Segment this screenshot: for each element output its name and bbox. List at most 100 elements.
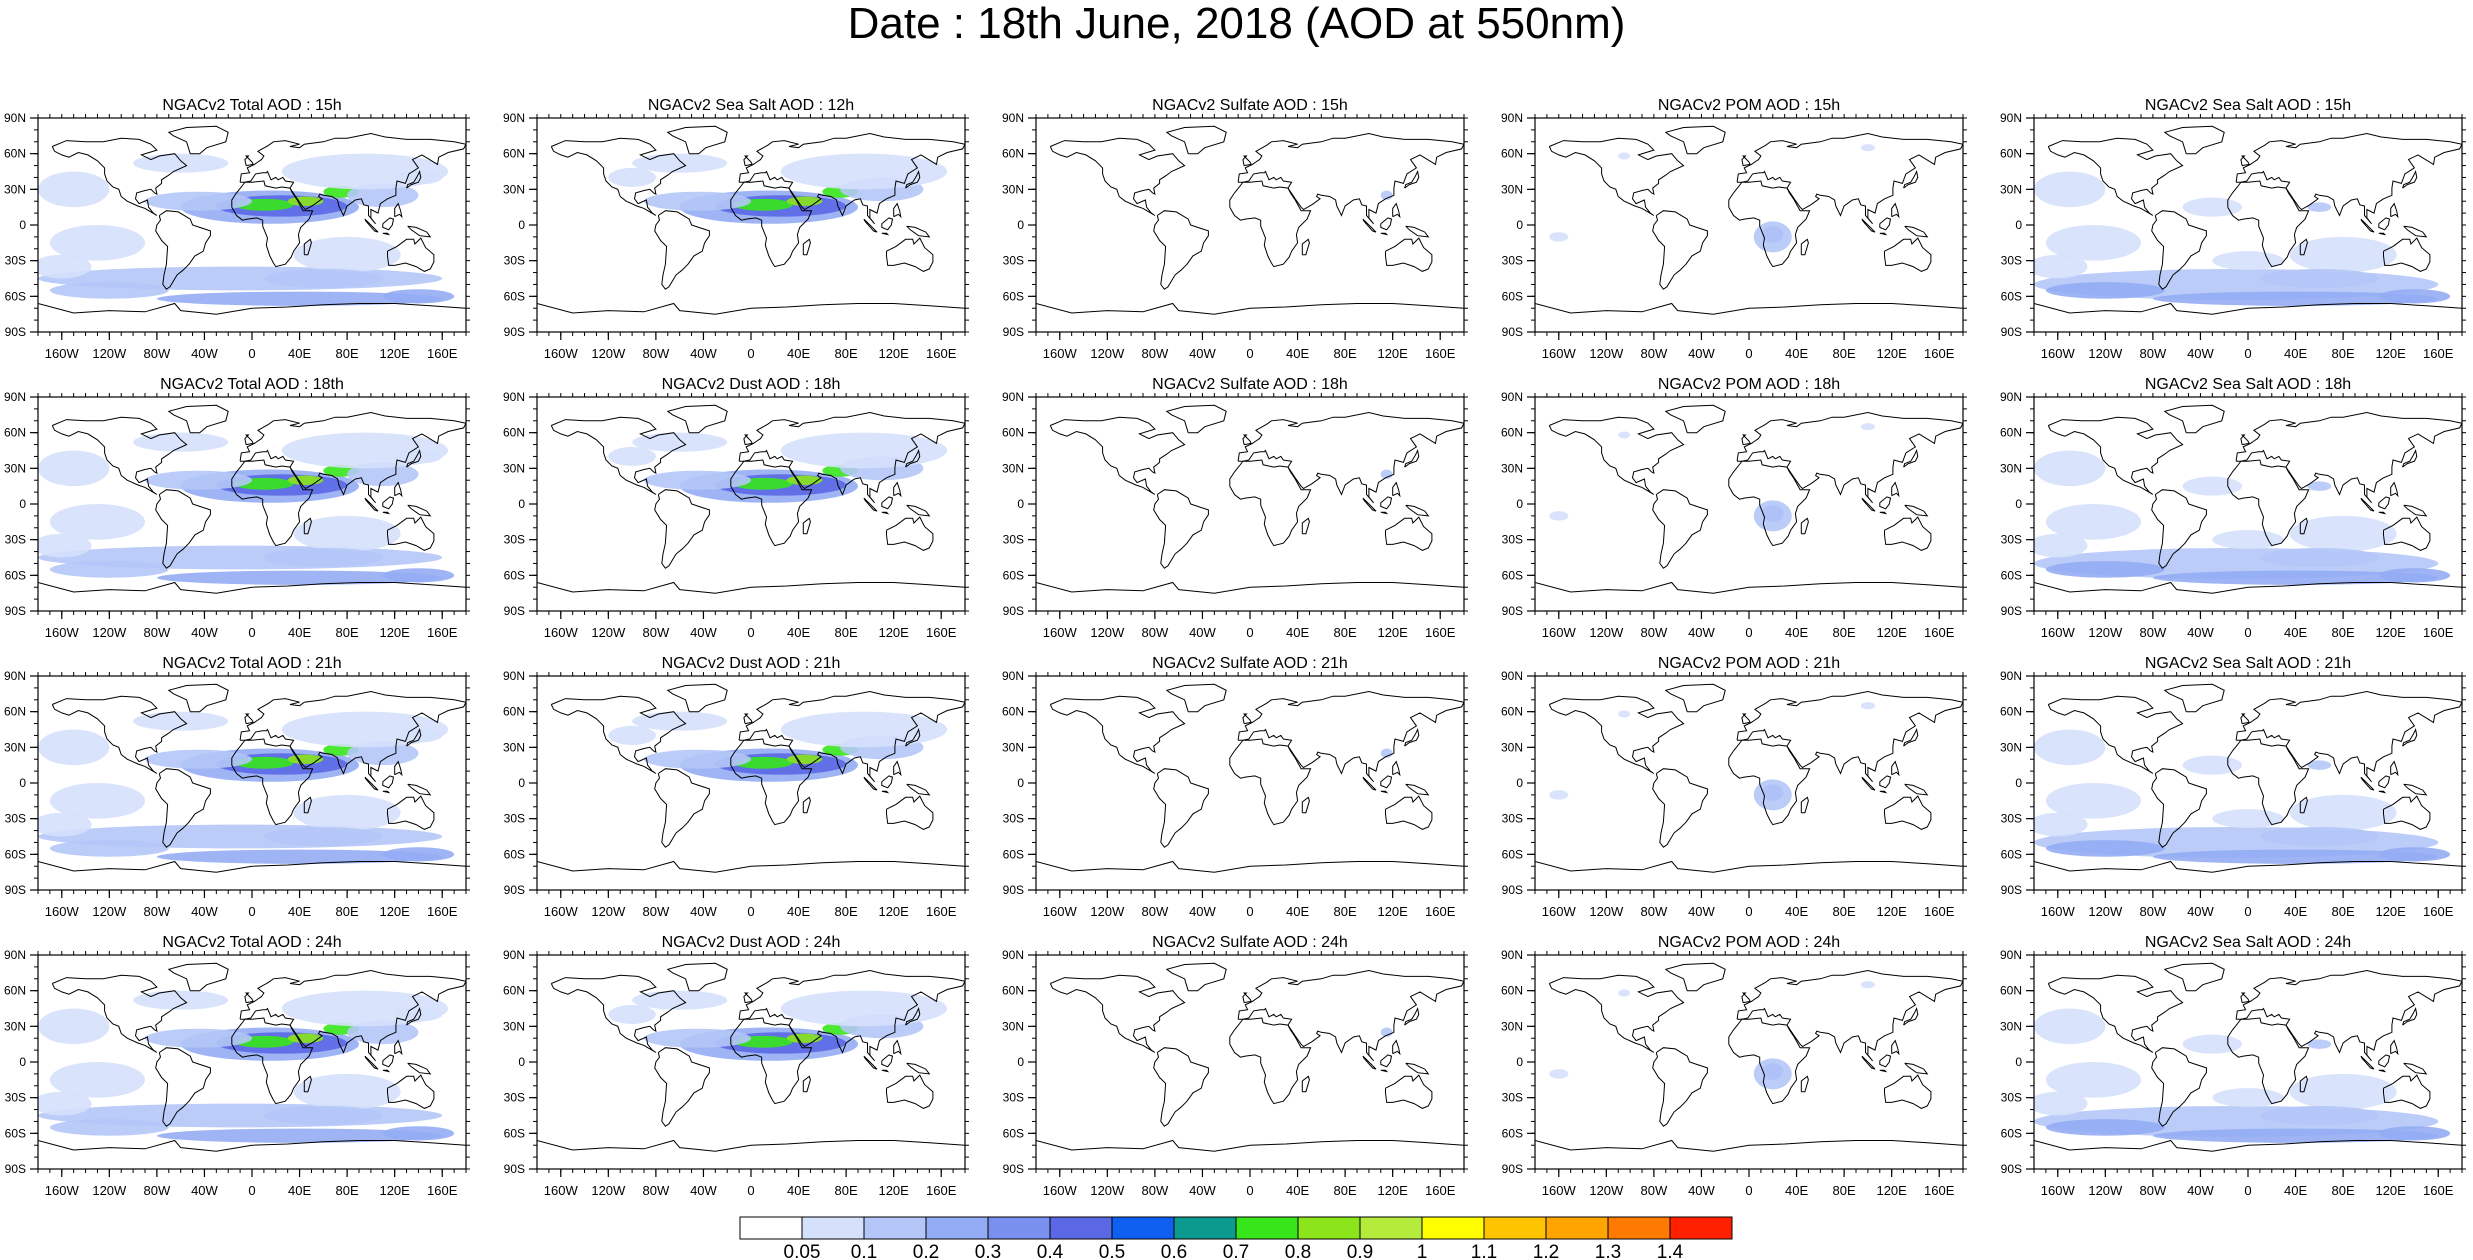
- panel-title: NGACv2 Sulfate AOD : 15h: [1152, 97, 1348, 114]
- coastline: [1891, 481, 1900, 498]
- lon-tick-label: 120W: [92, 1183, 127, 1198]
- lat-tick-label: 90S: [5, 883, 26, 897]
- lat-tick-label: 30S: [2001, 812, 2022, 826]
- coastline: [239, 132, 466, 225]
- lon-tick-label: 80W: [643, 904, 670, 919]
- lon-tick-label: 160E: [1924, 346, 1955, 361]
- coastline: [886, 1074, 934, 1109]
- coastline: [1385, 795, 1433, 830]
- lat-tick-label: 30S: [1502, 254, 1523, 268]
- lon-tick-label: 40W: [1189, 625, 1216, 640]
- panel-title: NGACv2 POM AOD : 24h: [1658, 934, 1840, 951]
- lon-tick-label: 120E: [2375, 625, 2406, 640]
- lon-tick-label: 40E: [2284, 625, 2307, 640]
- lat-tick-label: 90S: [5, 1162, 26, 1176]
- lat-tick-label: 30S: [504, 1091, 525, 1105]
- coastline: [1736, 132, 1963, 225]
- lat-tick-label: 60S: [1003, 1126, 1024, 1140]
- coastline: [2235, 132, 2462, 225]
- coastline: [244, 992, 254, 1004]
- lon-tick-label: 40E: [787, 1183, 810, 1198]
- lat-tick-label: 60S: [1502, 289, 1523, 303]
- colorbar-label: 0.05: [784, 1242, 821, 1260]
- aod-shading: [2034, 171, 2106, 208]
- lon-tick-label: 40E: [787, 625, 810, 640]
- aod-shading: [2378, 568, 2451, 583]
- coastline: [2299, 1075, 2308, 1093]
- panel-title: NGACv2 Dust AOD : 24h: [662, 934, 841, 951]
- coastline: [382, 775, 395, 789]
- lat-tick-label: 90S: [1003, 604, 1024, 618]
- coastline: [1405, 783, 1430, 796]
- coastline: [1904, 225, 1929, 238]
- coastline: [881, 775, 894, 789]
- lat-tick-label: 90N: [2000, 669, 2022, 683]
- lat-tick-label: 60S: [1502, 568, 1523, 582]
- lat-tick-label: 90S: [2001, 325, 2022, 339]
- coastline: [1904, 1062, 1929, 1075]
- lon-tick-label: 80W: [2140, 904, 2167, 919]
- coastline: [2227, 738, 2310, 826]
- aod-shading: [1549, 1069, 1569, 1079]
- colorbar-label: 1.3: [1595, 1242, 1621, 1260]
- lon-tick-label: 80E: [835, 346, 858, 361]
- coastline: [550, 695, 687, 774]
- aod-shading: [263, 826, 383, 847]
- coastlines: [537, 125, 965, 315]
- aod-shading: [133, 153, 229, 173]
- aod-shading: [156, 849, 443, 864]
- coastline: [1736, 690, 1963, 783]
- coastline: [1652, 768, 1708, 848]
- aod-shading: [38, 533, 92, 558]
- coastline: [2227, 1017, 2310, 1105]
- lon-tick-label: 0: [2244, 625, 2251, 640]
- map-background: [1535, 397, 1963, 611]
- lon-tick-label: 80W: [1641, 625, 1668, 640]
- coastline: [1861, 1055, 1876, 1070]
- lon-tick-label: 80E: [2332, 1183, 2355, 1198]
- aod-shading: [38, 1008, 110, 1045]
- lon-tick-label: 0: [1745, 346, 1752, 361]
- coastline: [2034, 302, 2462, 315]
- coastline: [743, 155, 753, 167]
- lat-tick-label: 0: [1516, 776, 1523, 790]
- aod-shading: [1618, 152, 1631, 160]
- lon-tick-label: 40E: [288, 625, 311, 640]
- map-panel: NGACv2 POM AOD : 18h 160W 120W 80W 40W 0 40E 80…: [1501, 376, 1967, 640]
- aod-shading: [382, 1126, 455, 1141]
- lat-tick-label: 30S: [1502, 812, 1523, 826]
- coastline: [1362, 1055, 1377, 1070]
- coastline: [1036, 581, 1464, 594]
- lon-tick-label: 80W: [1142, 625, 1169, 640]
- colorbar-label: 1: [1417, 1242, 1428, 1260]
- map-panel: NGACv2 POM AOD : 21h 160W 120W 80W 40W 0 40E 80…: [1501, 655, 1967, 919]
- coastline: [2034, 1139, 2462, 1152]
- lat-tick-label: 90S: [2001, 604, 2022, 618]
- coastline: [1380, 232, 1389, 236]
- lon-tick-label: 120E: [379, 1183, 410, 1198]
- coastline: [1548, 416, 1685, 495]
- aod-shading: [145, 191, 252, 211]
- coastline: [155, 489, 211, 569]
- coastline: [1237, 969, 1464, 1062]
- aod-shading: [1618, 710, 1631, 718]
- coastline: [906, 1062, 931, 1075]
- lon-tick-label: 0: [747, 625, 754, 640]
- lon-tick-label: 40W: [2187, 904, 2214, 919]
- coastline: [2163, 683, 2225, 713]
- aod-shading: [382, 289, 455, 304]
- aod-shading: [263, 1105, 383, 1126]
- lat-tick-label: 90N: [1501, 669, 1523, 683]
- lat-tick-label: 60N: [503, 984, 525, 998]
- lon-tick-label: 120E: [1876, 346, 1907, 361]
- coastline: [905, 727, 921, 747]
- colorbar-label: 0.1: [851, 1242, 877, 1260]
- coastline: [1535, 1139, 1963, 1152]
- coastline: [1891, 760, 1900, 777]
- lon-tick-label: 40W: [1688, 346, 1715, 361]
- coastline: [1229, 459, 1312, 547]
- lon-tick-label: 80E: [336, 346, 359, 361]
- panel-title: NGACv2 Sea Salt AOD : 18h: [2145, 376, 2351, 393]
- colorbar-swatch: [1607, 1216, 1671, 1240]
- coastline: [1385, 237, 1433, 272]
